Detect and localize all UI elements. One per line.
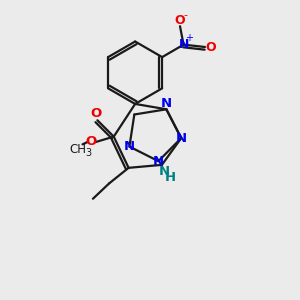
Text: N: N bbox=[161, 98, 172, 110]
Text: O: O bbox=[175, 14, 185, 27]
Text: +: + bbox=[185, 33, 193, 43]
Text: CH: CH bbox=[70, 143, 87, 156]
Text: -: - bbox=[184, 10, 188, 20]
Text: N: N bbox=[176, 132, 187, 145]
Text: O: O bbox=[205, 40, 216, 53]
Text: O: O bbox=[85, 136, 96, 148]
Text: N: N bbox=[153, 155, 164, 168]
Text: N: N bbox=[178, 38, 189, 51]
Text: N: N bbox=[124, 140, 135, 153]
Text: H: H bbox=[165, 171, 176, 184]
Text: 3: 3 bbox=[85, 148, 91, 158]
Text: N: N bbox=[159, 165, 170, 178]
Text: O: O bbox=[90, 107, 101, 120]
